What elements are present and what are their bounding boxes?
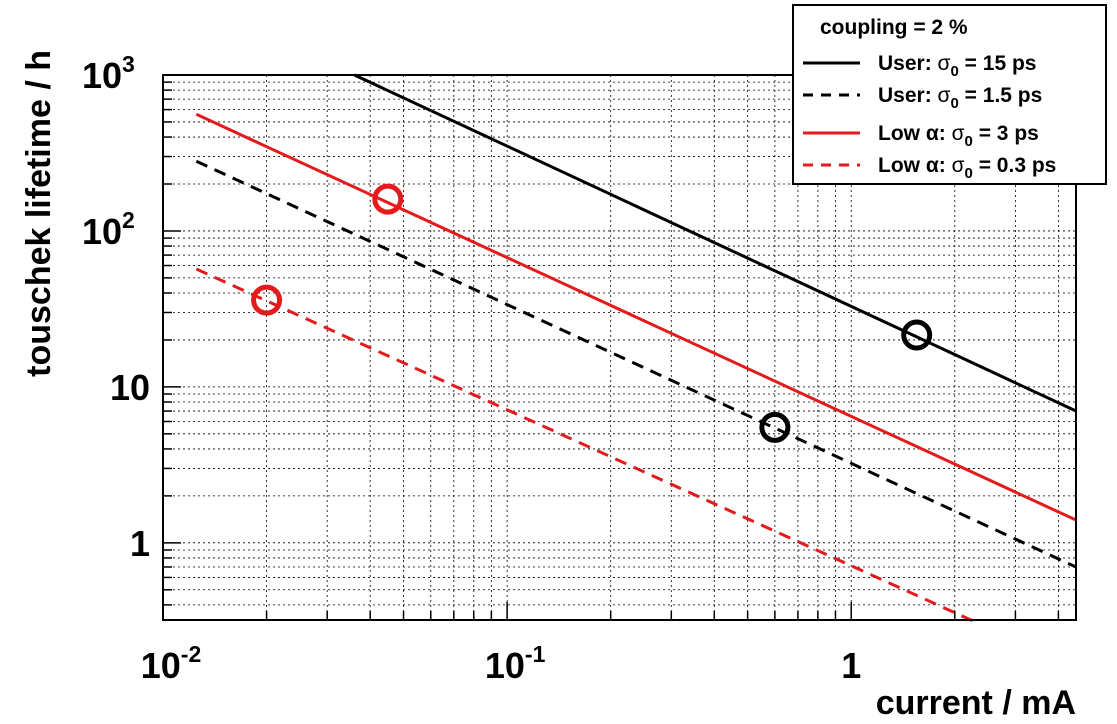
series-line-2	[195, 159, 1077, 569]
plot-frame	[162, 74, 1077, 621]
x-tick-label: 10-2	[141, 641, 202, 686]
x-axis-title: current / mA	[876, 684, 1076, 722]
legend-label-1: User: σ0 = 15 ps	[878, 52, 1036, 80]
marker-circle-3	[372, 183, 404, 215]
x-tick-label: 10-1	[485, 641, 546, 686]
legend-label-4: Low α: σ0 = 0.3 ps	[878, 154, 1056, 182]
axis-ticks	[162, 81, 1060, 620]
series-line-1	[353, 73, 1077, 413]
legend-label-3: Low α: σ0 = 3 ps	[878, 122, 1039, 150]
y-tick-label: 102	[82, 207, 135, 252]
legend-title: coupling = 2 %	[820, 16, 968, 39]
legend: coupling = 2 % User: σ0 = 15 ps User: σ0 …	[792, 4, 1107, 185]
axis-tick-labels: 10-2 10-1 1 1 10 102 103	[82, 51, 861, 686]
legend-label-2: User: σ0 = 1.5 ps	[878, 84, 1042, 112]
series-line-3	[195, 112, 1077, 522]
x-tick-label: 1	[841, 645, 861, 686]
y-tick-label: 10	[110, 367, 150, 408]
y-tick-label: 1	[130, 523, 150, 564]
marker-circle-4	[251, 284, 283, 316]
marker-circle-2	[759, 411, 791, 443]
marker-circles	[251, 183, 933, 443]
series-line-4	[195, 267, 977, 624]
series-lines	[195, 73, 1077, 624]
y-tick-label: 103	[82, 51, 135, 96]
marker-circle-1	[901, 319, 933, 351]
y-axis-title: touschek lifetime / h	[20, 50, 58, 377]
